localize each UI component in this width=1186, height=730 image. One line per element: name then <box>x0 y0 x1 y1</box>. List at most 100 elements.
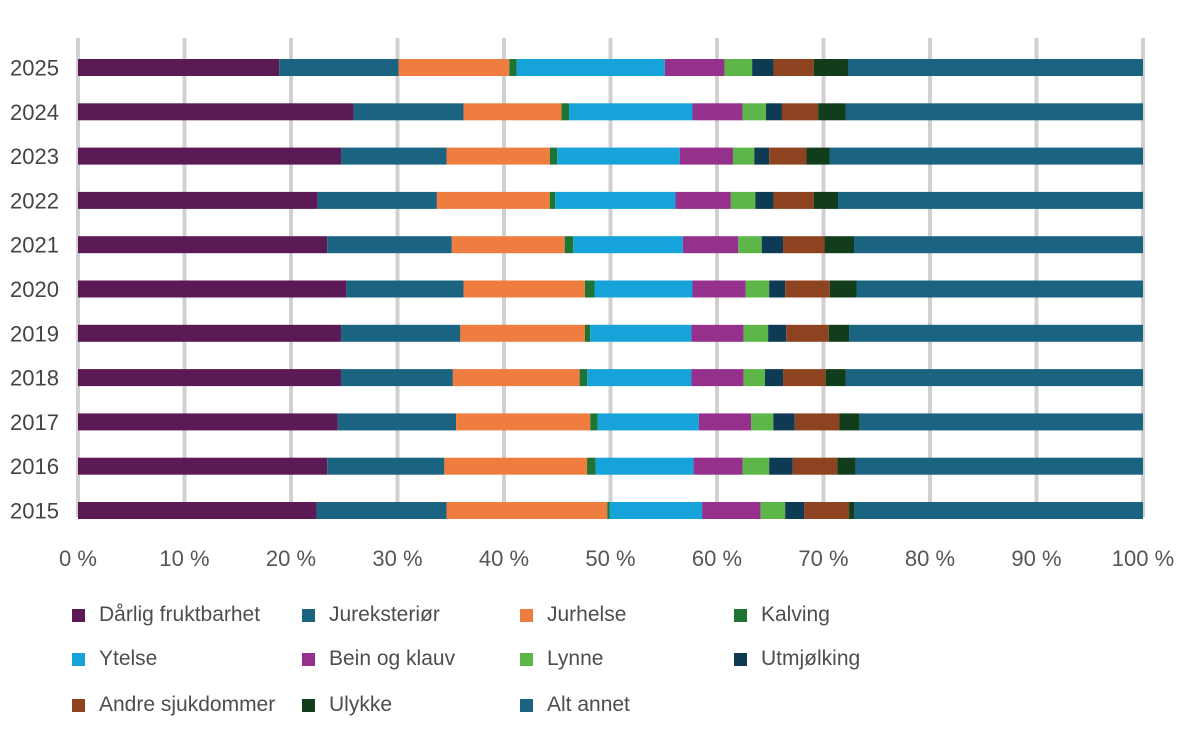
x-tick-label: 100 % <box>1112 546 1174 571</box>
bar-segment <box>353 103 464 121</box>
x-axis-labels: 0 % 10 % 20 % 30 % 40 % 50 % 60 % 70 % 80 % 90 % 1… <box>59 546 1174 571</box>
bar-segment <box>573 236 683 254</box>
x-tick-label: 60 % <box>692 546 742 571</box>
legend-item: Jureksteriør <box>302 603 440 627</box>
bar-segment <box>579 369 588 387</box>
bar-segment <box>346 280 464 298</box>
y-tick-label: 2022 <box>10 188 59 213</box>
bar-segment <box>682 236 739 254</box>
y-tick-label: 2019 <box>10 321 59 346</box>
bar-segment <box>78 191 318 209</box>
bar-segment <box>452 369 580 387</box>
bar-segment <box>691 324 744 342</box>
bar-segment <box>698 413 752 431</box>
bar-segment <box>568 103 693 121</box>
bar-segment <box>765 103 782 121</box>
bar-segment <box>813 191 839 209</box>
bar-segment <box>691 369 744 387</box>
legend-label: Jureksteriør <box>329 603 440 626</box>
bar-segment <box>754 147 770 165</box>
bar-segment <box>595 457 694 475</box>
legend-item: Jurhelse <box>520 603 626 627</box>
y-tick-label: 2018 <box>10 366 59 391</box>
bar-segment <box>828 324 850 342</box>
bar-segment <box>773 413 795 431</box>
bar-segment <box>584 280 595 298</box>
bar-segment <box>829 280 857 298</box>
bar-segment <box>587 457 596 475</box>
bar-segment <box>549 147 558 165</box>
legend-item: Alt annet <box>520 693 630 717</box>
legend-swatch <box>302 652 315 666</box>
bar-segment <box>804 502 850 519</box>
bar-segment <box>587 369 692 387</box>
bar-segment <box>742 457 770 475</box>
bar-segment <box>783 369 826 387</box>
bar-segment <box>516 59 665 76</box>
bar-segment <box>752 59 774 76</box>
legend-item: Lynne <box>520 647 603 671</box>
legend-swatch <box>302 698 315 712</box>
bar-segment <box>856 280 1143 298</box>
bar-segment <box>78 280 347 298</box>
legend-label: Kalving <box>761 603 830 626</box>
bar-segment <box>794 413 840 431</box>
x-tick-label: 70 % <box>798 546 848 571</box>
legend-swatch <box>520 652 533 666</box>
legend-swatch <box>734 608 747 622</box>
bar-segment <box>78 236 328 254</box>
legend-swatch <box>302 608 315 622</box>
legend-label: Ulykke <box>329 693 393 716</box>
bar-segment <box>847 59 1143 76</box>
bar-segment <box>743 369 765 387</box>
bar-segment <box>557 147 680 165</box>
bar-segment <box>755 191 774 209</box>
legend-swatch <box>72 608 85 622</box>
legend-label: Alt annet <box>547 693 630 716</box>
bar-segment <box>436 191 550 209</box>
legend-label: Utmjølking <box>761 647 861 670</box>
bar-segment <box>337 413 457 431</box>
bar-segment <box>818 103 846 121</box>
x-tick-label: 50 % <box>585 546 635 571</box>
bar-segment <box>590 413 598 431</box>
bar-segment <box>773 59 814 76</box>
bar-segment <box>78 502 317 519</box>
bar-segment <box>692 103 743 121</box>
bar-segment <box>460 324 585 342</box>
x-tick-label: 80 % <box>905 546 955 571</box>
bar-segment <box>279 59 399 76</box>
bar-segment <box>456 413 591 431</box>
bar-segment <box>724 59 753 76</box>
bar-segment <box>463 103 562 121</box>
bar-segment <box>730 191 756 209</box>
bar-segment <box>78 103 354 121</box>
bar-segment <box>692 280 746 298</box>
bar-segment <box>845 369 1143 387</box>
y-tick-label: 2025 <box>10 56 59 81</box>
bar-segment <box>594 280 693 298</box>
bar-segment <box>738 236 762 254</box>
legend-item: Utmjølking <box>734 647 860 671</box>
bars <box>78 59 1143 519</box>
bar-segment <box>597 413 699 431</box>
bar-segment <box>781 103 819 121</box>
bar-segment <box>509 59 517 76</box>
bar-segment <box>783 236 825 254</box>
bar-segment <box>590 324 692 342</box>
bar-segment <box>78 413 338 431</box>
legend-swatch <box>72 652 85 666</box>
bar-segment <box>732 147 755 165</box>
bar-segment <box>341 324 461 342</box>
bar-segment <box>742 103 766 121</box>
legend-swatch <box>520 608 533 622</box>
bar-segment <box>825 369 846 387</box>
bar-segment <box>761 236 784 254</box>
bar-segment <box>751 413 774 431</box>
bar-segment <box>78 147 342 165</box>
bar-segment <box>859 413 1143 431</box>
bar-segment <box>451 236 565 254</box>
stacked-bar-chart: 2025 2024 2023 2022 2021 2020 2019 2018 2017 2016… <box>10 38 1174 571</box>
bar-segment <box>584 324 591 342</box>
bar-segment <box>806 147 830 165</box>
